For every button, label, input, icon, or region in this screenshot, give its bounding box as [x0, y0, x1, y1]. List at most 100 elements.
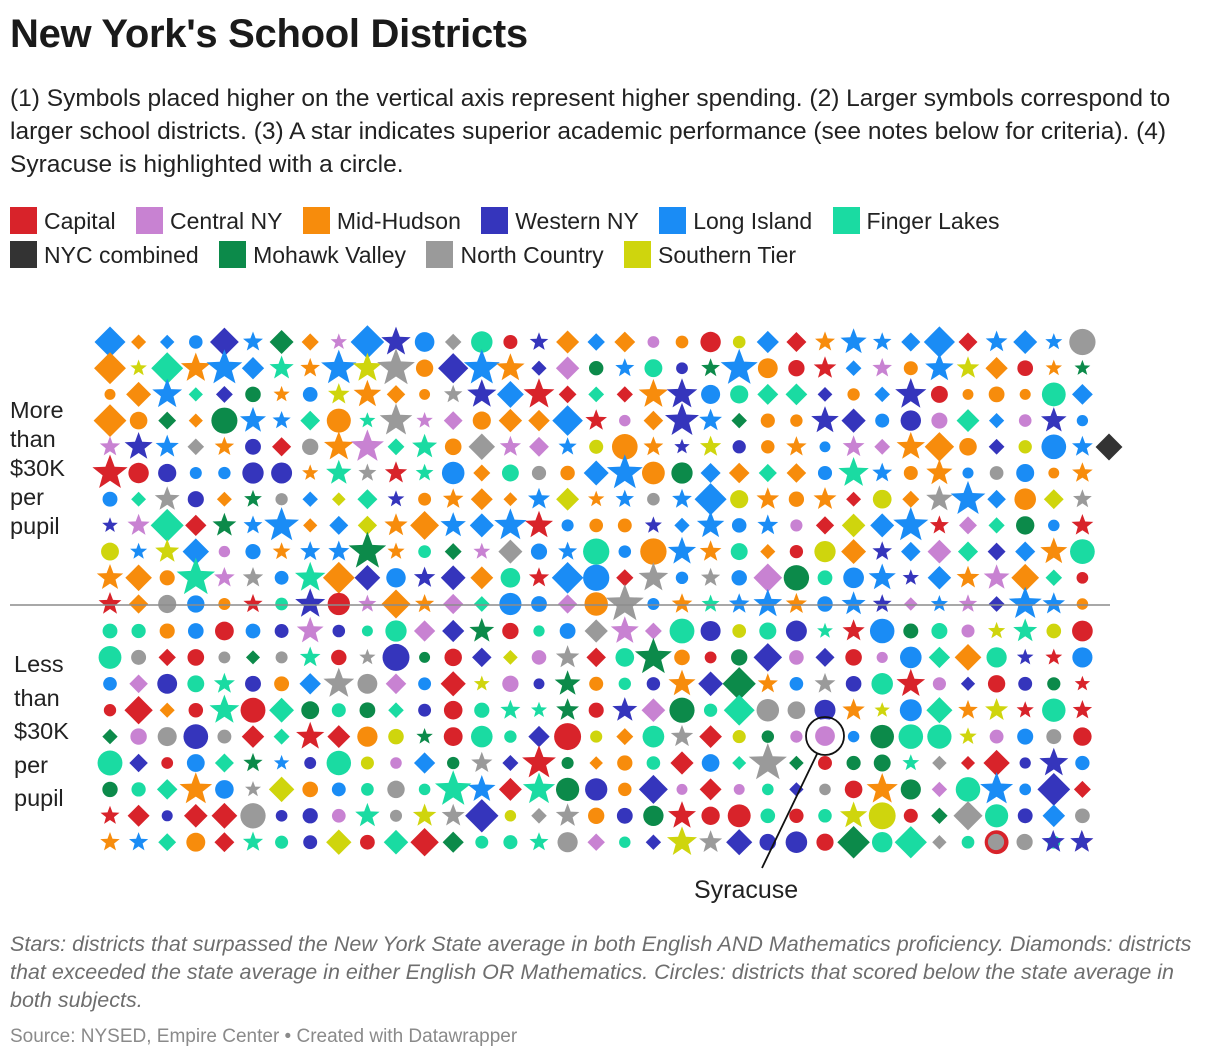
district-mark — [271, 462, 293, 484]
district-mark — [498, 777, 522, 801]
district-mark — [473, 596, 490, 612]
district-mark — [327, 592, 350, 616]
district-mark — [1076, 598, 1089, 610]
district-mark — [901, 541, 921, 562]
district-mark — [331, 703, 346, 718]
district-mark — [874, 386, 890, 403]
district-mark — [329, 515, 349, 535]
district-mark — [588, 702, 604, 718]
district-mark — [646, 677, 661, 691]
district-mark — [245, 650, 261, 665]
district-mark — [215, 621, 234, 641]
district-mark — [701, 754, 720, 772]
district-mark — [209, 694, 240, 723]
district-mark — [218, 651, 231, 664]
district-mark — [359, 412, 376, 428]
district-mark — [418, 545, 431, 558]
district-mark — [418, 783, 431, 796]
district-mark — [617, 755, 633, 771]
district-mark — [817, 622, 833, 638]
district-mark — [896, 431, 925, 459]
district-mark — [1047, 677, 1061, 691]
district-mark — [475, 835, 489, 849]
district-mark — [1076, 414, 1089, 427]
district-mark — [790, 414, 803, 427]
district-mark — [1019, 757, 1031, 769]
district-mark — [158, 411, 177, 430]
district-mark — [444, 333, 462, 351]
district-mark — [647, 492, 660, 506]
district-mark — [642, 725, 665, 748]
district-mark — [301, 333, 319, 351]
district-mark — [730, 543, 748, 561]
district-mark — [847, 730, 860, 743]
district-mark — [701, 567, 721, 586]
district-mark — [275, 835, 289, 849]
district-mark — [930, 385, 948, 403]
district-mark — [783, 565, 810, 591]
district-mark — [97, 750, 123, 776]
district-mark — [818, 756, 832, 770]
district-mark — [158, 833, 177, 852]
district-mark — [269, 355, 294, 379]
y-label-high: More than $30K per pupil — [10, 397, 65, 539]
district-mark — [472, 647, 492, 668]
district-mark — [583, 564, 610, 591]
district-mark — [1015, 541, 1036, 562]
district-mark — [895, 378, 927, 408]
district-mark — [731, 570, 747, 586]
district-mark — [988, 517, 1005, 534]
district-mark — [471, 751, 493, 772]
district-mark — [353, 379, 382, 407]
district-mark — [589, 518, 604, 533]
district-mark — [789, 755, 804, 771]
district-mark — [950, 480, 986, 514]
district-mark — [847, 388, 860, 401]
district-mark — [589, 439, 604, 454]
district-mark — [1072, 647, 1093, 668]
district-mark — [387, 542, 405, 559]
district-mark — [584, 592, 608, 616]
district-mark — [615, 648, 635, 667]
district-mark — [128, 462, 149, 484]
district-mark — [789, 782, 804, 797]
district-mark — [157, 673, 178, 694]
district-mark — [474, 702, 490, 718]
district-mark — [722, 667, 756, 701]
legend-label: Capital — [44, 208, 116, 234]
district-mark — [531, 360, 547, 376]
district-mark — [643, 805, 664, 826]
district-mark — [932, 835, 947, 850]
district-mark — [589, 676, 604, 691]
district-mark — [987, 833, 1005, 851]
district-mark — [442, 619, 465, 643]
legend-label: Central NY — [170, 208, 283, 234]
district-mark — [585, 778, 608, 801]
district-mark — [243, 331, 263, 351]
district-mark — [1018, 440, 1032, 454]
district-mark — [377, 348, 415, 385]
district-mark — [927, 539, 952, 564]
district-mark — [932, 755, 947, 771]
district-mark — [1048, 467, 1060, 479]
district-mark — [274, 570, 289, 585]
district-mark — [418, 703, 432, 717]
district-mark — [732, 730, 746, 744]
district-mark — [958, 699, 978, 719]
district-mark — [585, 409, 607, 430]
district-mark — [384, 513, 408, 536]
district-mark — [211, 407, 238, 434]
district-mark — [841, 539, 867, 565]
district-mark — [264, 507, 299, 541]
district-mark — [983, 749, 1010, 777]
district-mark — [159, 623, 175, 639]
district-mark — [440, 565, 466, 591]
district-mark — [872, 541, 892, 560]
district-mark — [904, 597, 918, 611]
district-mark — [588, 807, 605, 824]
district-mark — [929, 515, 949, 534]
district-mark — [150, 508, 184, 542]
district-mark — [1037, 772, 1071, 806]
legend-swatch — [136, 207, 163, 234]
district-mark — [328, 540, 350, 561]
